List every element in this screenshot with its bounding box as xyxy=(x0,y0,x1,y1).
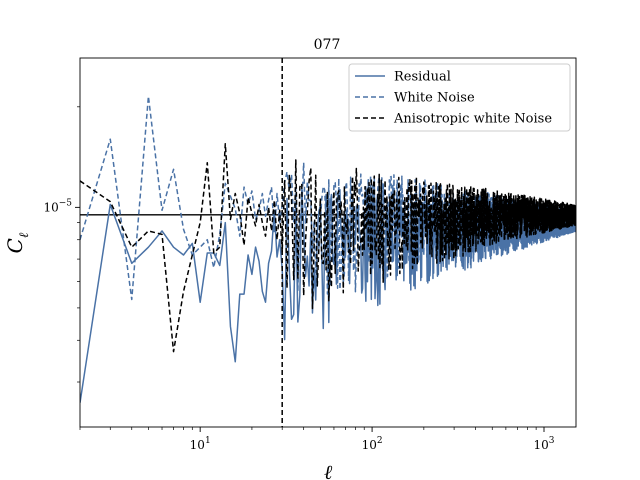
legend-label-anisotropic: Anisotropic white Noise xyxy=(393,112,552,127)
axis-ticks: 101 102 103 10−5 xyxy=(43,106,555,452)
chart-title: 077 xyxy=(314,37,341,53)
y-axis-label: Cℓ xyxy=(3,232,32,253)
legend-label-white-noise: White Noise xyxy=(394,91,475,106)
x-axis-label: ℓ xyxy=(324,460,333,480)
x-tick-label: 102 xyxy=(362,436,383,452)
legend-box xyxy=(348,63,571,132)
x-tick-label: 103 xyxy=(533,436,554,452)
series-line-anisotropic-white-noise xyxy=(80,143,576,353)
plot-area xyxy=(80,58,576,427)
legend-label-residual: Residual xyxy=(394,70,451,85)
legend: Residual White Noise Anisotropic white N… xyxy=(348,63,571,132)
axes-frame xyxy=(79,57,577,428)
y-axis-label-subscript: ℓ xyxy=(17,232,32,238)
y-axis-label-main: C xyxy=(3,238,27,253)
x-tick-label: 101 xyxy=(190,436,211,452)
y-tick-label: 10−5 xyxy=(43,198,72,214)
